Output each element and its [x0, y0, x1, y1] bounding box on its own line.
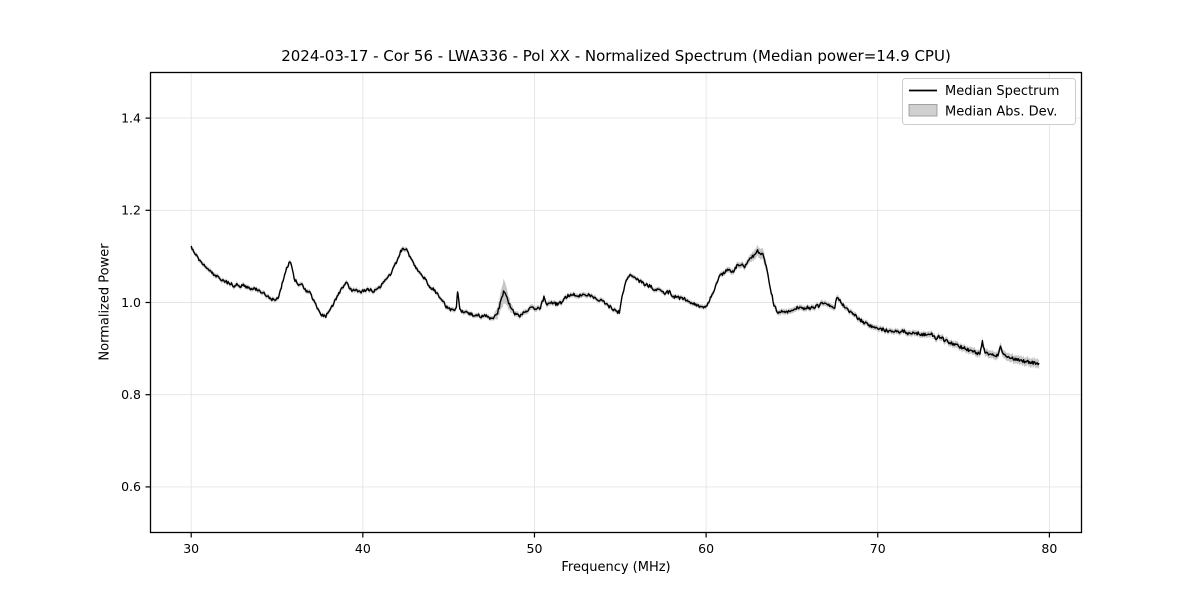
mad-band — [191, 243, 1040, 370]
chart-title: 2024-03-17 - Cor 56 - LWA336 - Pol XX - … — [281, 47, 951, 65]
y-tick-label: 1.4 — [121, 110, 141, 125]
x-axis-label: Frequency (MHz) — [561, 560, 671, 575]
y-tick-label: 0.6 — [121, 479, 141, 494]
x-tick-label: 70 — [870, 541, 886, 556]
x-tick-label: 50 — [527, 541, 543, 556]
x-tick-label: 80 — [1041, 541, 1057, 556]
legend-box — [902, 78, 1076, 125]
legend-patch-sample — [908, 104, 938, 117]
x-tick-label: 60 — [698, 541, 714, 556]
y-tick-label: 1.2 — [121, 203, 141, 218]
legend-label-median-abs-dev: Median Abs. Dev. — [945, 105, 1057, 120]
y-tick-label: 0.8 — [121, 387, 141, 402]
median-spectrum-line — [190, 245, 1040, 366]
y-tick-label: 1.0 — [121, 295, 141, 310]
legend-label-median-spectrum: Median Spectrum — [945, 84, 1059, 99]
x-tick-label: 30 — [183, 541, 199, 556]
axes-border — [149, 71, 1083, 534]
x-tick-label: 40 — [355, 541, 371, 556]
